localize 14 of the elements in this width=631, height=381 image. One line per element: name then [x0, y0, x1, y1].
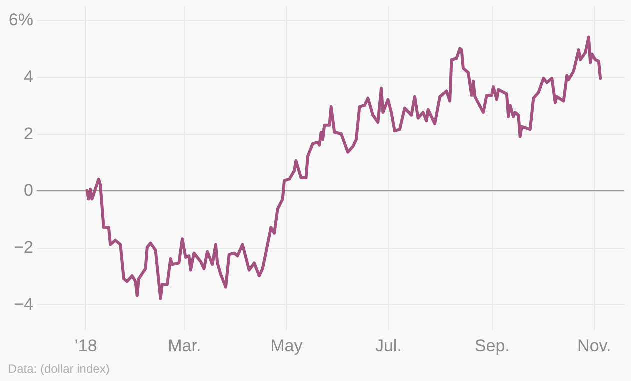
- x-tick-label: Mar.: [168, 336, 202, 356]
- y-tick-label: −2: [14, 238, 34, 258]
- line-series: [86, 36, 602, 300]
- x-tick-label: ’18: [74, 336, 98, 356]
- y-tick-label: 2: [24, 124, 34, 144]
- text: Data: (dollar index): [8, 362, 110, 376]
- x-tick-label: Jul.: [375, 336, 402, 356]
- y-tick-label: 0: [24, 181, 34, 200]
- y-tick-label: 6%: [8, 10, 34, 30]
- y-tick-label: 4: [24, 68, 34, 87]
- x-tick-label: May: [270, 336, 304, 356]
- x-tick-label: Nov.: [578, 336, 612, 356]
- y-tick-label: −4: [14, 294, 34, 314]
- x-tick-label: Sep.: [474, 336, 510, 356]
